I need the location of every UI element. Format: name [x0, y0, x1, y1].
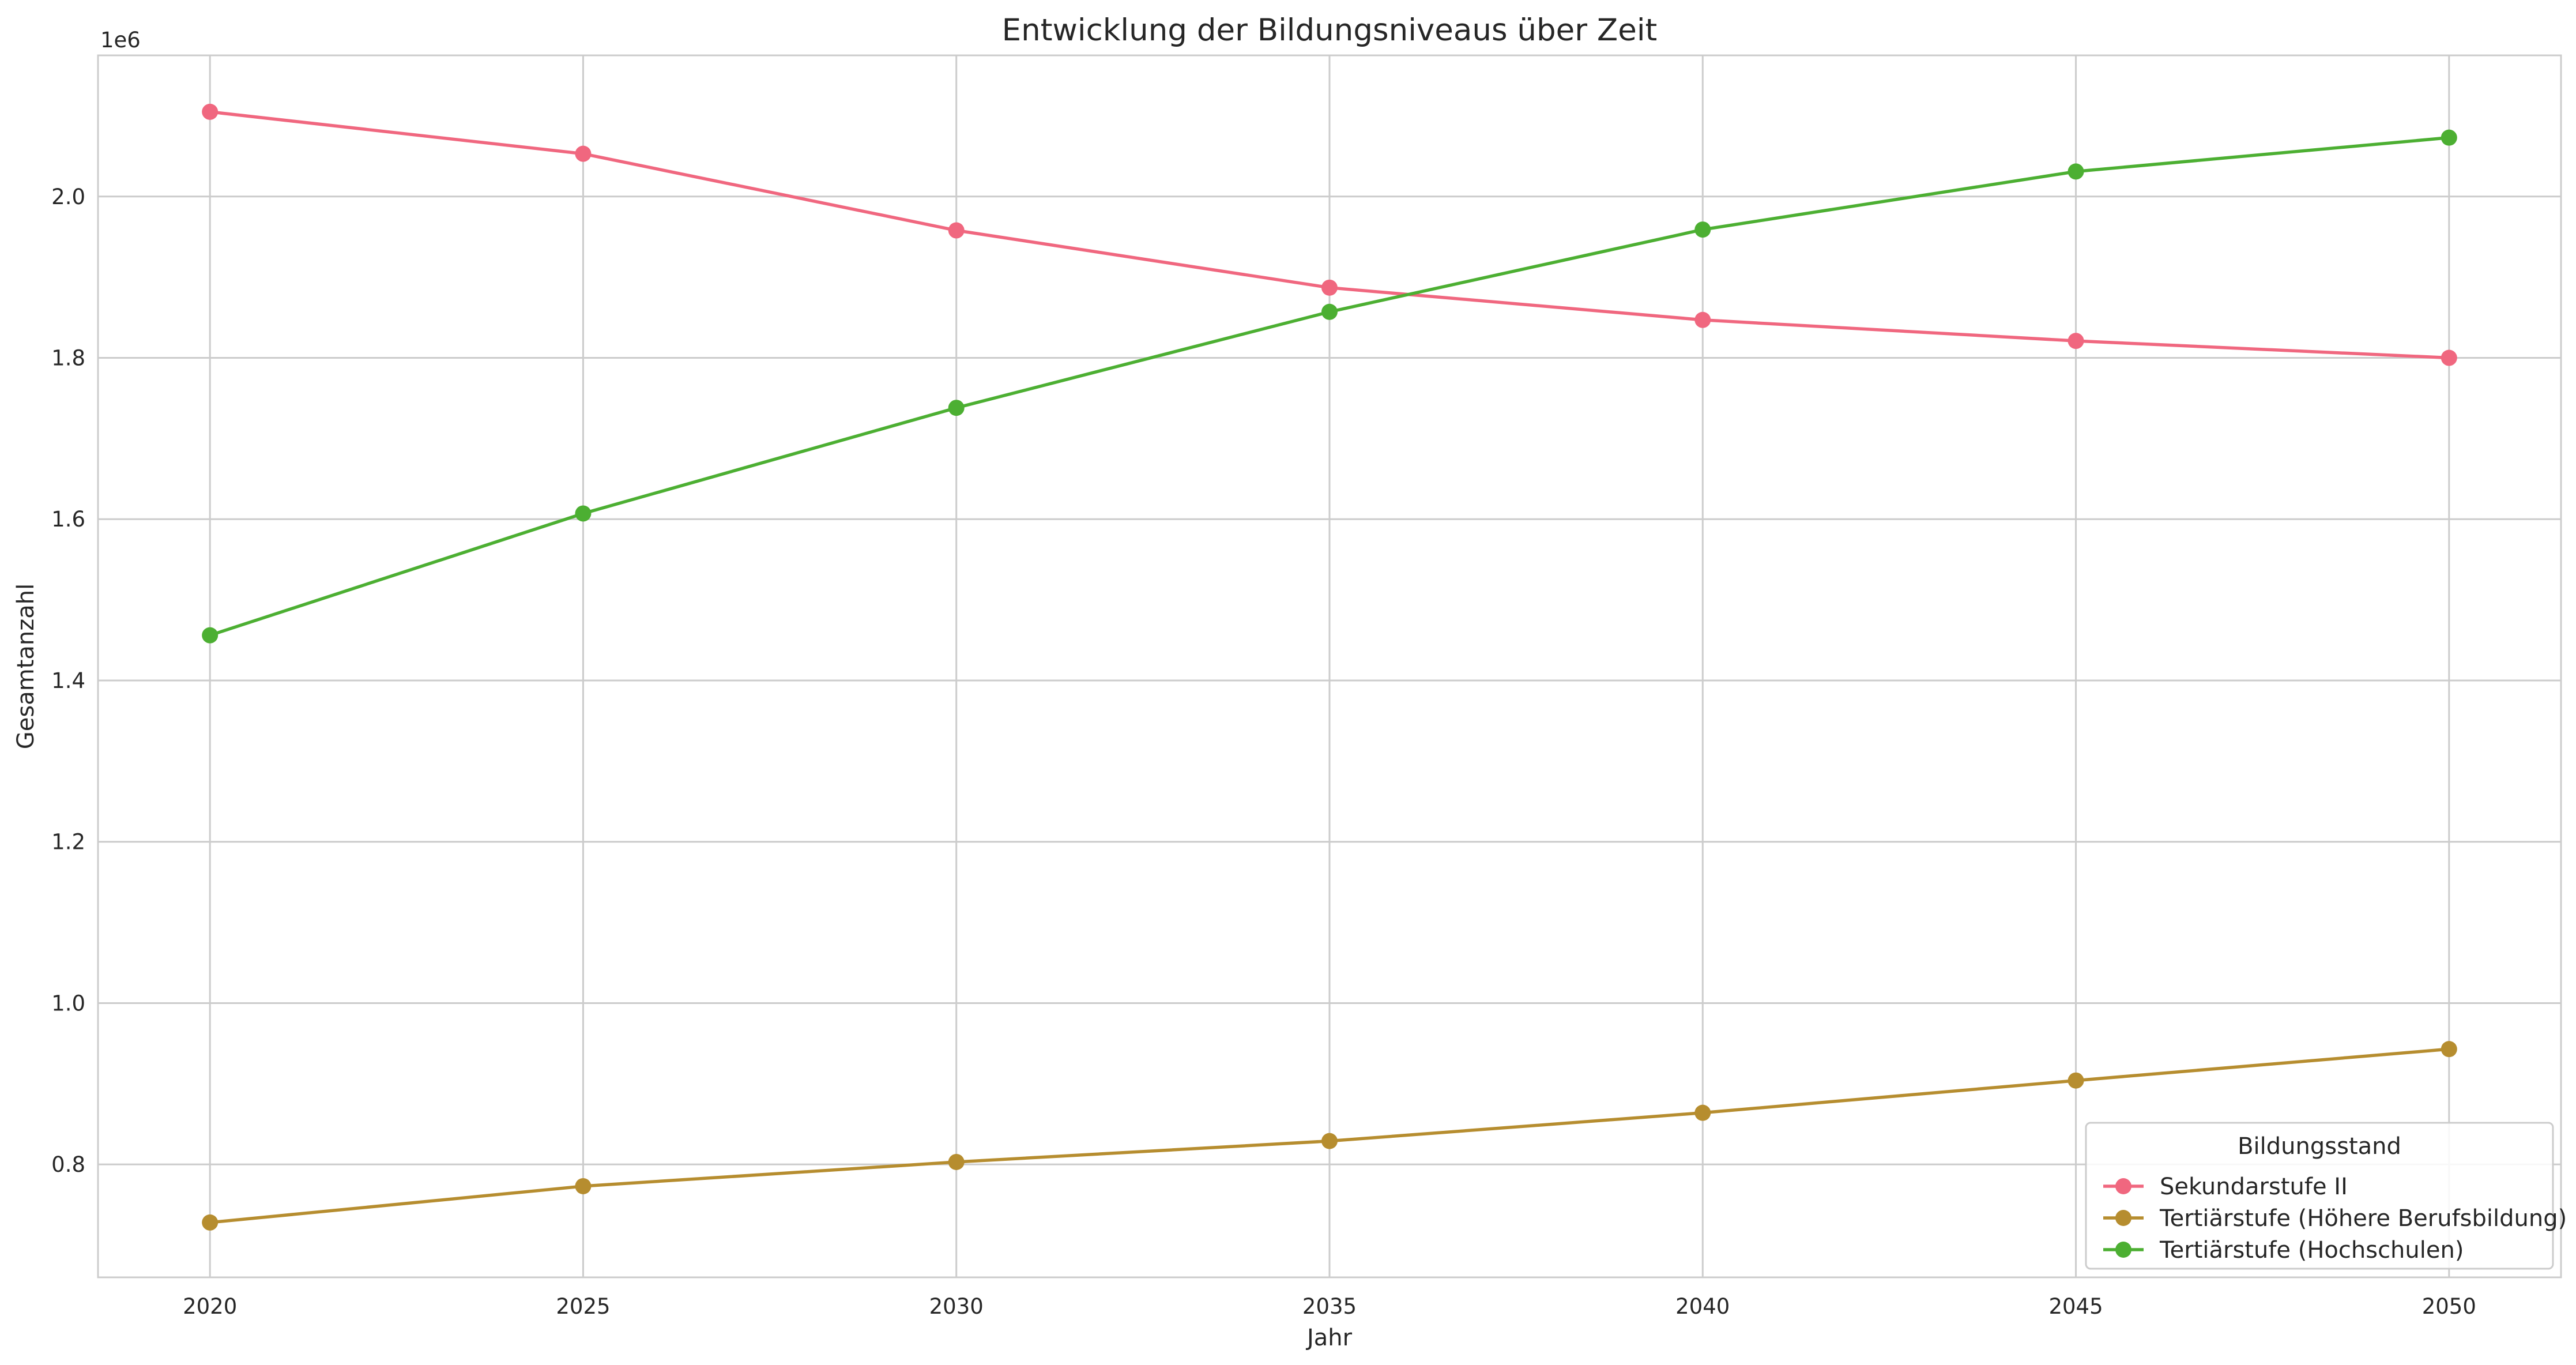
- y-tick-label: 1.4: [51, 668, 85, 693]
- data-point: [948, 400, 965, 416]
- x-axis-title: Jahr: [1305, 1325, 1353, 1351]
- data-point: [1694, 1104, 1711, 1121]
- y-tick-label: 1.2: [51, 830, 85, 855]
- y-axis-offset-label: 1e6: [100, 28, 141, 52]
- legend-items: Sekundarstufe II Tertiärstufe (Höhere Ber…: [2103, 1174, 2567, 1264]
- legend-item: Sekundarstufe II: [2103, 1174, 2348, 1200]
- y-tick-label: 1.0: [51, 991, 85, 1016]
- data-point: [1694, 311, 1711, 328]
- data-point: [202, 103, 219, 120]
- data-point: [575, 145, 592, 162]
- series-2: [202, 1041, 2457, 1231]
- y-tick-label: 0.8: [51, 1152, 85, 1177]
- data-point: [2441, 1041, 2457, 1058]
- x-tick-label: 2030: [929, 1294, 984, 1319]
- y-tick-label: 1.6: [51, 507, 85, 532]
- legend: Bildungsstand Sekundarstufe II Tertiärstu…: [2085, 1122, 2567, 1270]
- data-point: [1321, 303, 1338, 320]
- legend-box: [2085, 1122, 2554, 1270]
- data-point: [202, 1214, 219, 1231]
- data-point: [575, 1178, 592, 1194]
- data-point: [2067, 1072, 2084, 1089]
- grid: [98, 55, 2561, 1277]
- data-point: [948, 222, 965, 239]
- x-tick-label: 2045: [2048, 1294, 2103, 1319]
- data-point: [2067, 333, 2084, 349]
- tick-labels: 2020 2025 2030 2035 2040 2045 2050 0.8 1.0 1.2 1.4…: [51, 185, 2476, 1319]
- legend-label: Tertiärstufe (Hochschulen): [2159, 1237, 2464, 1264]
- data-point: [1321, 279, 1338, 296]
- chart-title: Entwicklung der Bildungsniveaus über Zei…: [1002, 13, 1658, 48]
- data-point: [202, 627, 219, 644]
- legend-item: Tertiärstufe (Höhere Berufsbildung): [2103, 1205, 2567, 1232]
- x-tick-label: 2050: [2422, 1294, 2476, 1319]
- legend-title: Bildungsstand: [2238, 1133, 2401, 1160]
- data-point: [2067, 163, 2084, 180]
- legend-marker: [2115, 1178, 2131, 1194]
- data-point: [2441, 129, 2457, 146]
- y-tick-label: 1.8: [51, 346, 85, 371]
- x-tick-label: 2040: [1675, 1294, 1730, 1319]
- legend-label: Tertiärstufe (Höhere Berufsbildung): [2159, 1205, 2567, 1232]
- legend-item: Tertiärstufe (Hochschulen): [2103, 1237, 2464, 1264]
- y-axis-title: Gesamtanzahl: [13, 584, 39, 749]
- series-layer: [202, 103, 2457, 1231]
- legend-marker: [2115, 1242, 2131, 1258]
- data-point: [948, 1153, 965, 1170]
- data-point: [2441, 349, 2457, 366]
- data-point: [1321, 1133, 1338, 1149]
- legend-marker: [2115, 1210, 2131, 1226]
- series-1: [202, 103, 2457, 366]
- plot-frame: [97, 54, 2562, 1278]
- x-tick-label: 2035: [1302, 1294, 1357, 1319]
- data-point: [575, 505, 592, 522]
- x-tick-label: 2025: [556, 1294, 610, 1319]
- series-3: [202, 129, 2457, 644]
- legend-label: Sekundarstufe II: [2160, 1174, 2348, 1200]
- x-tick-label: 2020: [183, 1294, 237, 1319]
- data-point: [1694, 221, 1711, 238]
- y-tick-label: 2.0: [51, 185, 85, 209]
